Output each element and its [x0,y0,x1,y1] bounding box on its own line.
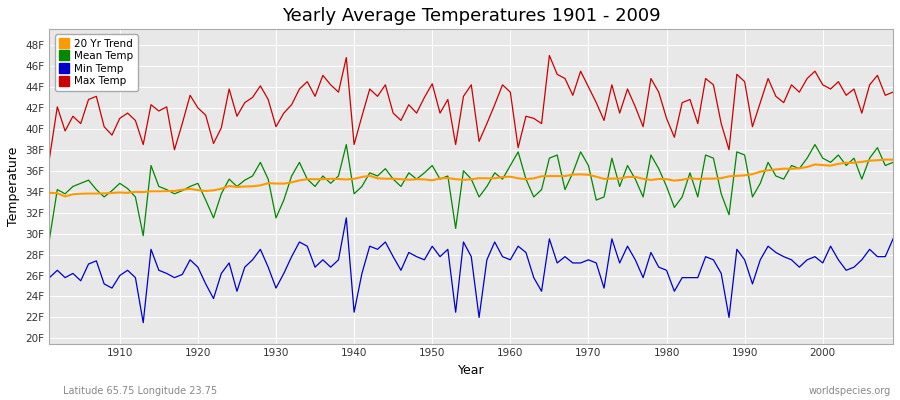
20 Yr Trend [513,176,524,181]
Title: Yearly Average Temperatures 1901 - 2009: Yearly Average Temperatures 1901 - 2009 [282,7,661,25]
Max Temp [278,111,289,116]
Min Temp [286,254,297,259]
Min Temp [513,244,524,248]
Max Temp [106,133,117,138]
20 Yr Trend [607,176,617,181]
Mean Temp [341,142,352,147]
Mean Temp [505,163,516,168]
20 Yr Trend [505,174,516,179]
Mean Temp [513,150,524,154]
Min Temp [138,320,148,325]
20 Yr Trend [333,176,344,181]
Mean Temp [44,236,55,241]
Min Temp [44,275,55,280]
Y-axis label: Temperature: Temperature [7,147,20,226]
Min Temp [333,258,344,262]
Mean Temp [278,198,289,202]
Text: Latitude 65.75 Longitude 23.75: Latitude 65.75 Longitude 23.75 [63,386,217,396]
20 Yr Trend [286,180,297,185]
Min Temp [615,260,626,265]
Max Temp [544,53,554,58]
Min Temp [887,236,898,241]
Mean Temp [325,181,336,186]
Mean Temp [887,160,898,165]
Max Temp [887,90,898,94]
20 Yr Trend [44,190,55,195]
Max Temp [497,82,508,87]
X-axis label: Year: Year [458,364,484,377]
Min Temp [106,286,117,290]
Max Temp [44,156,55,160]
Min Temp [341,216,352,220]
Line: Min Temp: Min Temp [50,218,893,323]
Mean Temp [106,188,117,193]
Line: 20 Yr Trend: 20 Yr Trend [50,160,893,196]
Legend: 20 Yr Trend, Mean Temp, Min Temp, Max Temp: 20 Yr Trend, Mean Temp, Min Temp, Max Te… [55,34,138,91]
20 Yr Trend [887,157,898,162]
20 Yr Trend [880,157,891,162]
Text: worldspecies.org: worldspecies.org [809,386,891,396]
Max Temp [505,90,516,94]
20 Yr Trend [114,190,125,195]
Mean Temp [607,156,617,160]
Line: Max Temp: Max Temp [50,56,893,158]
20 Yr Trend [59,194,70,199]
Max Temp [607,82,617,87]
Max Temp [325,82,336,87]
Min Temp [520,250,531,255]
Line: Mean Temp: Mean Temp [50,144,893,239]
